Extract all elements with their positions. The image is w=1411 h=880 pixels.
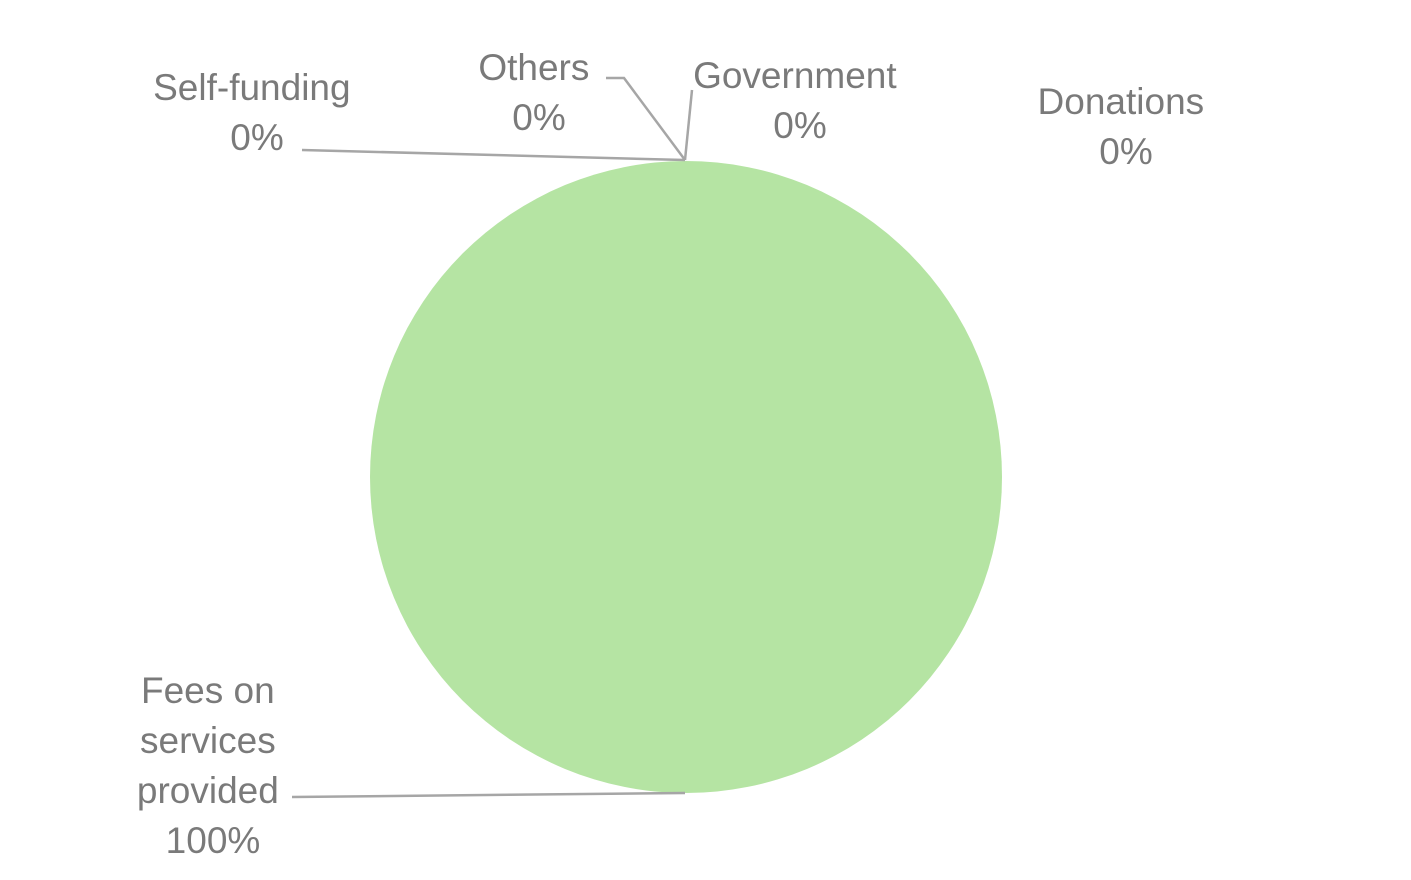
slice-label-fees-percent: 100% <box>166 820 261 861</box>
leader-line-others <box>606 76 687 161</box>
slice-label-government-percent: 0% <box>773 105 826 146</box>
leader-line-fees <box>291 791 686 799</box>
leader-lines <box>291 76 694 799</box>
slice-label-government-name: Government <box>693 55 897 96</box>
slice-label-donations: Donations 0% <box>1038 81 1215 172</box>
pie-slice-fees-on-services-provided <box>370 161 1002 793</box>
slice-label-self-funding: Self-funding 0% <box>153 67 361 158</box>
slice-label-fees-line3: provided <box>137 770 279 811</box>
slice-label-fees-line2: services <box>140 720 276 761</box>
slice-label-self-funding-name: Self-funding <box>153 67 350 108</box>
slice-label-fees-line1: Fees on <box>141 670 275 711</box>
pie-slices <box>370 161 1002 793</box>
leader-line-government <box>683 89 694 161</box>
slice-label-donations-name: Donations <box>1038 81 1205 122</box>
slice-label-others-percent: 0% <box>512 97 565 138</box>
slice-labels: Fees on services provided 100% Self-fund… <box>137 47 1215 861</box>
slice-label-self-funding-percent: 0% <box>230 117 283 158</box>
leader-line-self-funding <box>301 148 686 162</box>
slice-label-others-name: Others <box>478 47 589 88</box>
slice-label-donations-percent: 0% <box>1099 131 1152 172</box>
slice-label-others: Others 0% <box>478 47 599 138</box>
slice-label-fees: Fees on services provided 100% <box>137 670 289 861</box>
slice-label-government: Government 0% <box>693 55 907 146</box>
